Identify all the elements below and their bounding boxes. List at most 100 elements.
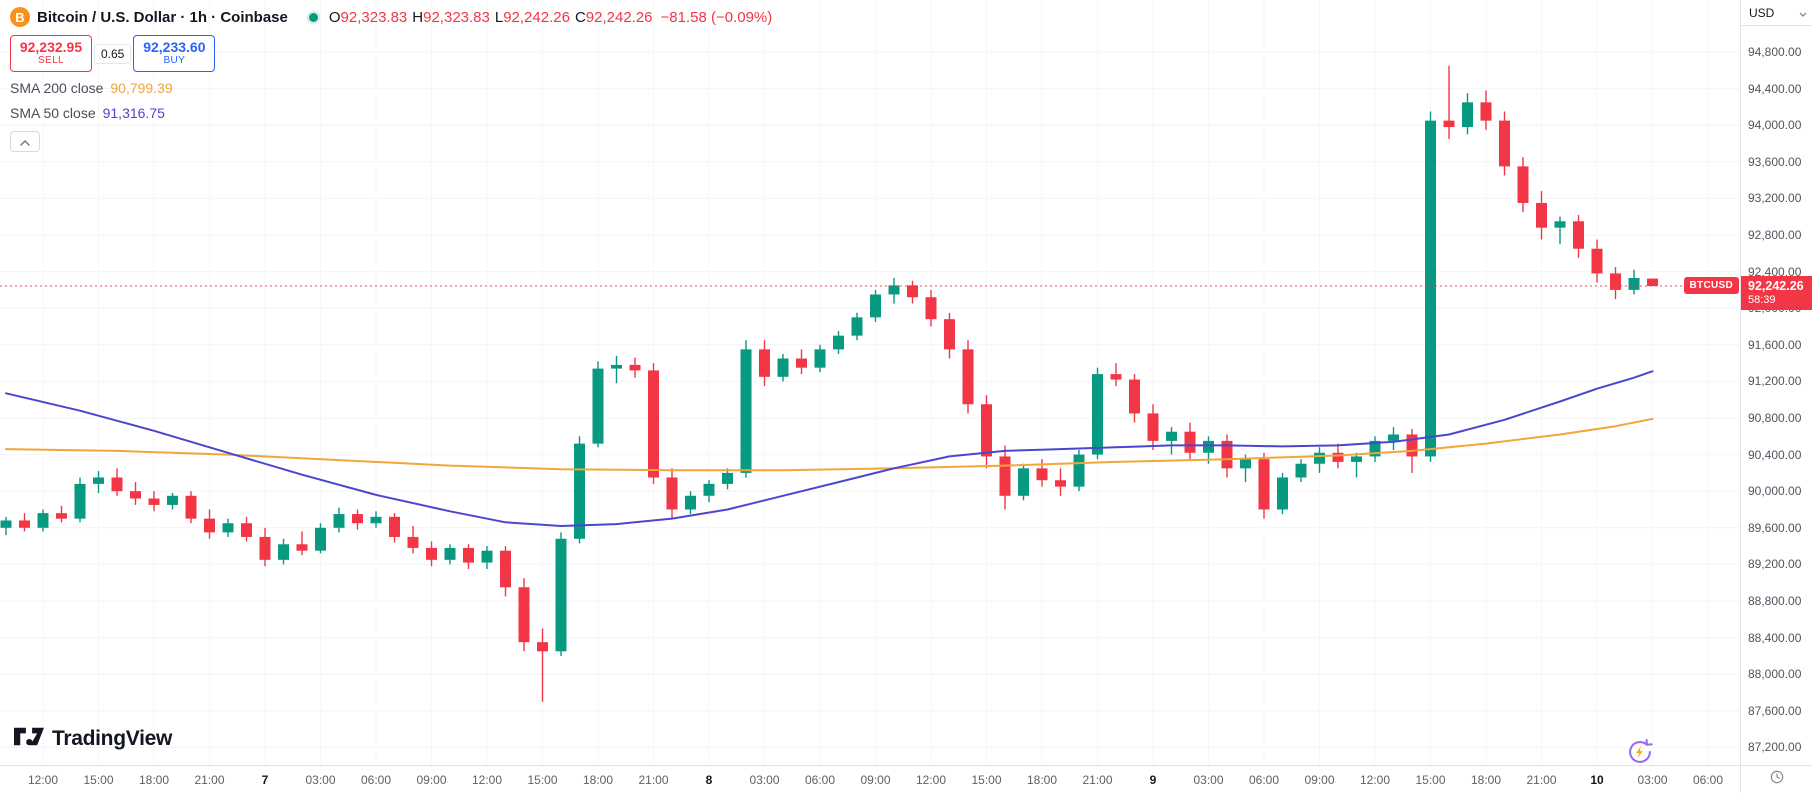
time-tick-label: 06:00 [804,773,836,787]
candle-up [1314,452,1325,464]
candle-up [444,547,456,560]
candle-up [1018,468,1029,496]
candle-down [1036,468,1048,481]
time-tick-label: 03:00 [1193,773,1224,787]
time-tick-label: 03:00 [305,773,336,787]
candle-up [37,513,49,528]
candle-up [1628,278,1640,290]
candle-down [666,477,678,510]
candle-up [740,349,752,473]
time-tick-label: 15:00 [83,773,114,787]
candle-down [1647,278,1658,287]
ohlc-low-value: 92,242.26 [503,8,570,26]
symbol-title[interactable]: Bitcoin / U.S. Dollar · 1h · Coinbase [37,8,288,26]
tradingview-logo[interactable]: TradingView [14,727,172,751]
time-tick-label: 06:00 [360,773,392,787]
candle-down [1147,413,1159,441]
current-price-symbol-tag: BTCUSD [1683,277,1739,295]
time-axis[interactable]: 12:00 15:00 18:00 21:00 7 03:00 06:00 09:00 12:0… [0,765,1740,793]
axis-settings-corner[interactable] [1740,765,1812,793]
candle-down [1610,273,1621,290]
buy-button[interactable]: 92,233.60 BUY [133,35,216,72]
candle-down [1221,440,1233,469]
candle-down [352,514,363,524]
current-price-value: 92,242.26 [1748,279,1804,294]
price-tick-label: 88,800.00 [1748,594,1802,608]
trade-panel: 92,232.95 SELL 0.65 92,233.60 BUY [10,35,216,72]
time-tick-label-day: 9 [1149,773,1157,787]
time-tick-label-day: 8 [705,773,713,787]
candle-up [722,472,733,484]
candle-down [537,642,548,652]
buy-price: 92,233.60 [143,39,206,55]
tradingview-mark-icon [14,727,44,751]
candle-up [574,443,585,539]
time-tick-label: 18:00 [1470,773,1502,787]
price-tick-label: 90,000.00 [1748,484,1802,499]
time-tick-label: 12:00 [915,773,947,787]
candle-up [1073,454,1085,487]
chevron-down-icon [1799,6,1807,20]
price-tick-label: 90,800.00 [1748,411,1802,425]
candle-up [1462,102,1473,128]
currency-selector[interactable]: USD [1741,0,1812,26]
symbol-row: B Bitcoin / U.S. Dollar · 1h · Coinbase … [10,6,772,28]
indicator-sma200[interactable]: SMA 200 close 90,799.39 [10,79,173,97]
sma-200-line [5,417,1654,472]
candle-down [185,495,197,519]
time-tick-label: 21:00 [194,773,225,787]
time-tick-label: 09:00 [1304,773,1335,787]
sma-50-line [5,370,1654,527]
refresh-bolt-icon[interactable] [1626,738,1654,766]
candle-down [1184,431,1196,453]
candle-up [1277,477,1288,510]
candle-up [333,514,345,528]
candle-up [1351,456,1362,462]
price-tick-label: 93,200.00 [1748,191,1802,206]
market-status-dot[interactable] [308,12,318,22]
time-tick-label: 15:00 [1415,773,1446,787]
candle-down [1573,221,1584,249]
candle-down [1499,120,1510,167]
candle-down [1480,102,1492,121]
price-tick-label: 87,600.00 [1748,703,1802,718]
time-tick-label: 21:00 [1082,773,1113,787]
time-tick-label-day: 10 [1590,773,1604,787]
sma200-name: SMA 200 close [10,80,104,96]
candle-up [611,364,622,369]
candle-up [555,538,567,652]
candle-up [1425,120,1436,457]
collapse-header-button[interactable] [10,131,40,152]
price-tick-label: 94,400.00 [1748,81,1802,96]
spread-value: 0.65 [94,43,132,64]
price-axis[interactable]: USD 94,800.00 94,400.00 94,000.00 93,600.00… [1740,0,1812,793]
candle-up [93,477,104,484]
sma50-name: SMA 50 close [10,105,96,121]
indicator-sma50[interactable]: SMA 50 close 91,316.75 [10,104,165,122]
candle-up [703,483,715,496]
candle-up [1092,374,1103,455]
ohlc-close-value: 92,242.26 [585,8,653,26]
candle-up [870,294,881,318]
price-tick-label: 94,800.00 [1748,45,1802,59]
candle-down [759,349,770,377]
candle-up [1166,431,1177,441]
candle-down [389,516,400,537]
sell-button[interactable]: 92,232.95 SELL [10,35,92,72]
buy-label: BUY [163,55,186,66]
candle-down [648,370,659,478]
candle-up [888,285,900,295]
candle-down [1055,480,1066,487]
time-tick-label: 12:00 [1359,773,1391,787]
candle-down [296,544,308,551]
candlestick-chart[interactable] [0,0,1740,793]
price-tick-label: 93,600.00 [1748,154,1802,169]
candle-down [1536,202,1547,228]
time-tick-label: 18:00 [582,773,614,787]
candle-up [833,335,844,350]
time-tick-label: 12:00 [471,773,503,787]
ohlc-open-value: 92,323.83 [340,8,408,26]
candle-up [1203,440,1214,453]
candle-up [1240,459,1251,469]
